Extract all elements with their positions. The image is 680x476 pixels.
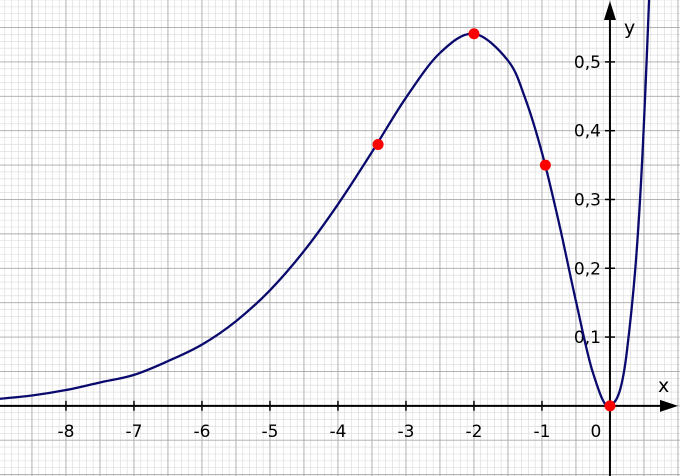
curves [0,0,651,408]
x-tick-label: -7 [125,422,142,442]
y-tick-label: 0,5 [574,53,601,73]
y-axis-arrow [603,1,616,20]
x-axis-arrow [660,399,678,412]
tick-labels: -8 -7 -6 -5 -4 -3 -2 -1 0 0,1 0,2 0,3 0,4 0,5 [57,53,601,442]
marked-point [468,28,480,40]
y-tick-label: 0,2 [574,259,601,279]
x-axis-label: x [658,375,669,397]
y-tick-label: 0,4 [574,122,601,142]
marked-point [372,138,384,150]
x-tick-label: -4 [329,422,346,442]
x-tick-label: 0 [591,422,602,442]
x-tick-label: -6 [193,422,210,442]
x-tick-label: -8 [57,422,74,442]
x-tick-label: -5 [261,422,278,442]
tick-marks [65,61,615,411]
marked-points [372,28,616,412]
y-tick-label: 0,3 [574,190,601,210]
x-tick-label: -2 [465,422,482,442]
x-tick-label: -3 [397,422,414,442]
marked-point [539,159,551,171]
y-tick-label: 0,1 [574,328,601,348]
marked-point [604,400,616,412]
y-axis-label: y [624,17,635,39]
function-curve [0,0,651,408]
x-tick-label: -1 [533,422,550,442]
